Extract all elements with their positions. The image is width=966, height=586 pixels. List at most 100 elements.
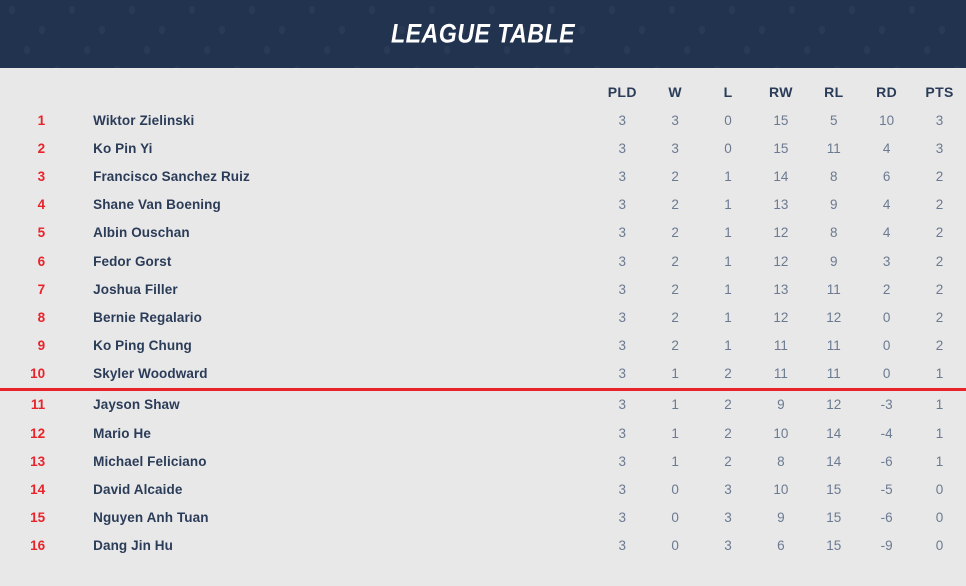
row-player-name[interactable]: Bernie Regalario — [93, 309, 202, 325]
row-stat-rd: 4 — [882, 225, 891, 241]
row-rank: 7 — [37, 281, 46, 297]
row-player-name[interactable]: Albin Ouschan — [93, 225, 190, 241]
row-stat-l: 0 — [724, 140, 732, 156]
table-row[interactable]: 9 Ko Ping Chung 3 2 1 11 11 0 2 — [0, 332, 966, 360]
row-stat-pts: 0 — [935, 482, 944, 498]
table-row[interactable]: 15 Nguyen Anh Tuan 3 0 3 9 15 -6 0 — [0, 504, 966, 532]
row-player-name[interactable]: Fedor Gorst — [93, 253, 172, 269]
row-stat-pld: 3 — [618, 140, 627, 156]
row-player-name[interactable]: Dang Jin Hu — [93, 538, 173, 554]
table-row[interactable]: 10 Skyler Woodward 3 1 2 11 11 0 1 — [0, 360, 966, 388]
row-stat-rw: 12 — [773, 225, 789, 241]
row-player-name[interactable]: David Alcaide — [93, 482, 183, 498]
row-player-name[interactable]: Wiktor Zielinski — [93, 112, 195, 128]
column-header-l: L — [723, 84, 733, 100]
row-stat-pld: 3 — [618, 197, 627, 213]
row-player-name[interactable]: Joshua Filler — [93, 281, 178, 297]
row-rank: 16 — [30, 538, 46, 554]
row-stat-pts: 2 — [935, 197, 944, 213]
row-stat-l: 3 — [724, 482, 732, 498]
row-stat-rw: 13 — [773, 281, 789, 297]
row-stat-l: 2 — [724, 366, 732, 382]
cut-line-rule — [0, 387, 966, 391]
row-stat-l: 2 — [724, 397, 732, 413]
page-title: LEAGUE TABLE — [390, 18, 576, 49]
row-player-name[interactable]: Mario He — [93, 425, 151, 441]
row-stat-w: 2 — [671, 253, 679, 269]
row-stat-rl: 5 — [830, 112, 838, 128]
row-player-name[interactable]: Jayson Shaw — [93, 397, 180, 413]
row-stat-rd: 10 — [879, 112, 895, 128]
table-row[interactable]: 8 Bernie Regalario 3 2 1 12 12 0 2 — [0, 303, 966, 331]
row-player-name[interactable]: Francisco Sanchez Ruiz — [93, 168, 250, 184]
row-stat-rd: 0 — [882, 309, 891, 325]
row-stat-pts: 1 — [935, 425, 944, 441]
table-row[interactable]: 6 Fedor Gorst 3 2 1 12 9 3 2 — [0, 247, 966, 275]
row-stat-rd: -3 — [880, 397, 893, 413]
column-header-rl: RL — [824, 84, 844, 100]
row-stat-pts: 0 — [935, 510, 944, 526]
table-row[interactable]: 11 Jayson Shaw 3 1 2 9 12 -3 1 — [0, 391, 966, 419]
row-stat-w: 2 — [671, 168, 679, 184]
row-player-name[interactable]: Shane Van Boening — [93, 197, 221, 213]
table-row[interactable]: 1 Wiktor Zielinski 3 3 0 15 5 10 3 — [0, 106, 966, 134]
row-stat-pld: 3 — [618, 253, 627, 269]
row-stat-rw: 15 — [773, 140, 789, 156]
column-header-player — [67, 68, 596, 106]
row-stat-pts: 2 — [935, 168, 944, 184]
table-row[interactable]: 5 Albin Ouschan 3 2 1 12 8 4 2 — [0, 219, 966, 247]
row-player-name[interactable]: Michael Feliciano — [93, 453, 207, 469]
row-stat-w: 2 — [671, 309, 679, 325]
row-rank: 8 — [37, 309, 46, 325]
row-stat-rl: 15 — [826, 510, 842, 526]
row-stat-rl: 14 — [826, 453, 842, 469]
table-row[interactable]: 16 Dang Jin Hu 3 0 3 6 15 -9 0 — [0, 532, 966, 560]
row-stat-l: 0 — [724, 112, 732, 128]
row-stat-rw: 12 — [773, 309, 789, 325]
table-row[interactable]: 3 Francisco Sanchez Ruiz 3 2 1 14 8 6 2 — [0, 162, 966, 190]
row-stat-rl: 11 — [826, 281, 841, 297]
row-stat-rw: 14 — [773, 168, 789, 184]
row-stat-w: 2 — [671, 225, 679, 241]
row-stat-l: 1 — [724, 281, 732, 297]
row-rank: 6 — [37, 253, 46, 269]
row-stat-rl: 15 — [826, 538, 842, 554]
table-row[interactable]: 12 Mario He 3 1 2 10 14 -4 1 — [0, 419, 966, 447]
row-rank: 12 — [30, 425, 46, 441]
row-stat-w: 2 — [671, 338, 679, 354]
row-stat-rd: 4 — [882, 197, 891, 213]
row-stat-pld: 3 — [618, 366, 627, 382]
row-player-name[interactable]: Skyler Woodward — [93, 366, 208, 382]
table-row[interactable]: 7 Joshua Filler 3 2 1 13 11 2 2 — [0, 275, 966, 303]
row-stat-pts: 3 — [935, 140, 944, 156]
table-row[interactable]: 2 Ko Pin Yi 3 3 0 15 11 4 3 — [0, 134, 966, 162]
row-player-name[interactable]: Ko Ping Chung — [93, 338, 192, 354]
row-stat-rl: 15 — [826, 482, 842, 498]
table-row[interactable]: 13 Michael Feliciano 3 1 2 8 14 -6 1 — [0, 447, 966, 475]
row-stat-pld: 3 — [618, 397, 627, 413]
row-stat-pld: 3 — [618, 225, 627, 241]
row-stat-rw: 10 — [773, 425, 789, 441]
table-row[interactable]: 14 David Alcaide 3 0 3 10 15 -5 0 — [0, 475, 966, 503]
row-rank: 15 — [30, 510, 46, 526]
row-stat-rl: 11 — [826, 338, 841, 354]
row-stat-rw: 8 — [777, 453, 785, 469]
row-rank: 10 — [30, 366, 46, 382]
column-header-rw: RW — [768, 84, 793, 100]
row-rank: 14 — [30, 482, 46, 498]
row-stat-rl: 8 — [830, 168, 838, 184]
row-player-name[interactable]: Nguyen Anh Tuan — [93, 510, 209, 526]
row-stat-l: 1 — [724, 338, 732, 354]
row-stat-rl: 12 — [826, 309, 842, 325]
table-row[interactable]: 4 Shane Van Boening 3 2 1 13 9 4 2 — [0, 191, 966, 219]
row-stat-rd: 6 — [882, 168, 891, 184]
row-stat-w: 1 — [671, 397, 679, 413]
row-stat-l: 1 — [724, 168, 732, 184]
row-stat-rd: -9 — [880, 538, 893, 554]
row-rank: 5 — [37, 225, 46, 241]
row-stat-rl: 8 — [830, 225, 838, 241]
row-player-name[interactable]: Ko Pin Yi — [93, 140, 153, 156]
row-stat-w: 0 — [671, 538, 679, 554]
row-stat-pts: 3 — [935, 112, 944, 128]
row-stat-rd: 4 — [882, 140, 891, 156]
